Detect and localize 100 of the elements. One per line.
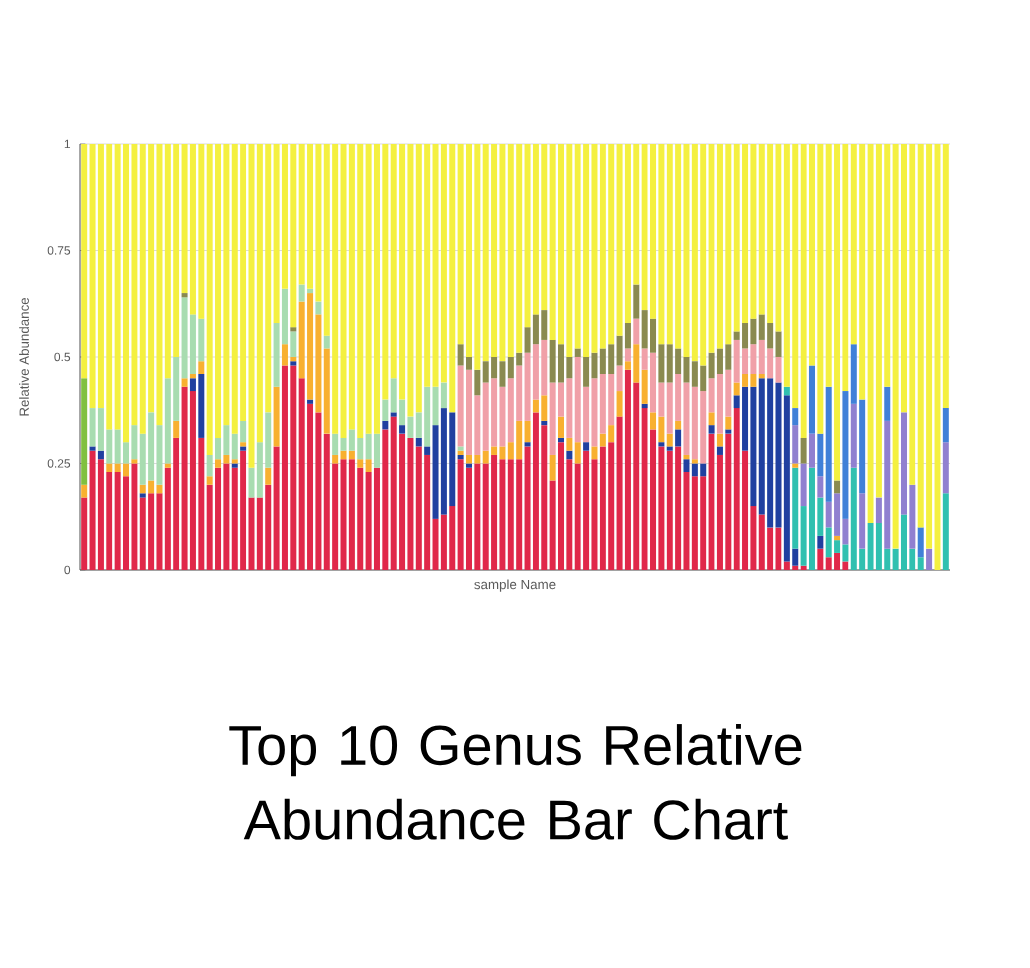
bar <box>758 514 765 570</box>
bar <box>89 408 96 447</box>
bar <box>775 331 782 357</box>
bar <box>775 356 782 383</box>
bar <box>499 386 506 447</box>
bar <box>867 523 874 570</box>
bar <box>725 416 732 430</box>
bar <box>332 454 339 464</box>
bar <box>834 493 841 536</box>
bar <box>474 369 481 396</box>
bar <box>566 450 573 460</box>
bar <box>365 471 372 570</box>
bar <box>834 535 841 541</box>
bar <box>742 374 749 387</box>
bar <box>549 143 556 340</box>
bar <box>407 437 414 570</box>
bar <box>750 386 757 507</box>
bar <box>357 437 364 460</box>
bar <box>189 391 196 570</box>
bar <box>825 501 832 528</box>
bar <box>298 284 305 302</box>
bar <box>491 356 498 379</box>
bar <box>758 143 765 315</box>
bar <box>390 416 397 570</box>
bar <box>750 374 757 387</box>
bar <box>89 450 96 570</box>
bar <box>691 386 698 460</box>
bar <box>365 143 372 434</box>
bar <box>148 412 155 481</box>
bar <box>281 344 288 366</box>
bar <box>633 318 640 345</box>
bar <box>499 361 506 387</box>
bar <box>767 322 774 349</box>
bar <box>716 374 723 434</box>
bar <box>608 344 615 375</box>
bar <box>357 143 364 438</box>
bar <box>591 446 598 460</box>
bar <box>541 395 548 421</box>
bar <box>482 382 489 451</box>
bar <box>742 348 749 375</box>
bar <box>708 425 715 434</box>
bar <box>382 420 389 430</box>
bar <box>666 143 673 345</box>
bar <box>139 143 146 434</box>
bar <box>616 143 623 336</box>
bar <box>817 548 824 570</box>
bar <box>348 450 355 460</box>
bar <box>449 412 456 507</box>
bar <box>574 356 581 443</box>
bar <box>775 527 782 570</box>
bar <box>340 437 347 451</box>
bar <box>532 412 539 570</box>
bar <box>415 446 422 570</box>
bar <box>281 365 288 570</box>
bar <box>89 143 96 409</box>
bar <box>549 454 556 481</box>
bar <box>499 459 506 570</box>
bar <box>491 454 498 570</box>
bar <box>825 386 832 502</box>
bar <box>332 433 339 455</box>
bar <box>691 361 698 387</box>
bar <box>599 446 606 570</box>
bar <box>808 365 815 434</box>
bar <box>767 378 774 528</box>
bar <box>240 450 247 570</box>
bar <box>792 425 799 464</box>
bar <box>114 463 121 472</box>
bar <box>750 318 757 345</box>
bar <box>558 344 565 383</box>
bar <box>81 378 88 485</box>
bar <box>574 348 581 357</box>
bar <box>675 429 682 447</box>
bar <box>273 386 280 447</box>
bar <box>583 356 590 387</box>
bar <box>650 352 657 413</box>
bar <box>716 143 723 349</box>
bar <box>808 467 815 570</box>
bar <box>340 450 347 460</box>
bar <box>599 433 606 447</box>
bar <box>942 442 949 494</box>
bar <box>834 480 841 494</box>
bar <box>315 412 322 570</box>
bar <box>825 557 832 570</box>
text: Top 10 Genus Relative Abundance Bar Chart <box>229 724 802 840</box>
bar <box>708 412 715 426</box>
bar <box>290 143 297 328</box>
bar <box>683 454 690 460</box>
bar <box>599 143 606 349</box>
bar <box>591 352 598 379</box>
bar <box>641 403 648 409</box>
bar <box>449 143 456 413</box>
bar <box>465 467 472 570</box>
bar <box>792 408 799 426</box>
bar <box>223 425 230 455</box>
bar <box>875 523 882 570</box>
bar <box>139 484 146 494</box>
bar <box>691 476 698 570</box>
bar <box>608 425 615 443</box>
bar <box>742 143 749 323</box>
bar <box>599 348 606 375</box>
